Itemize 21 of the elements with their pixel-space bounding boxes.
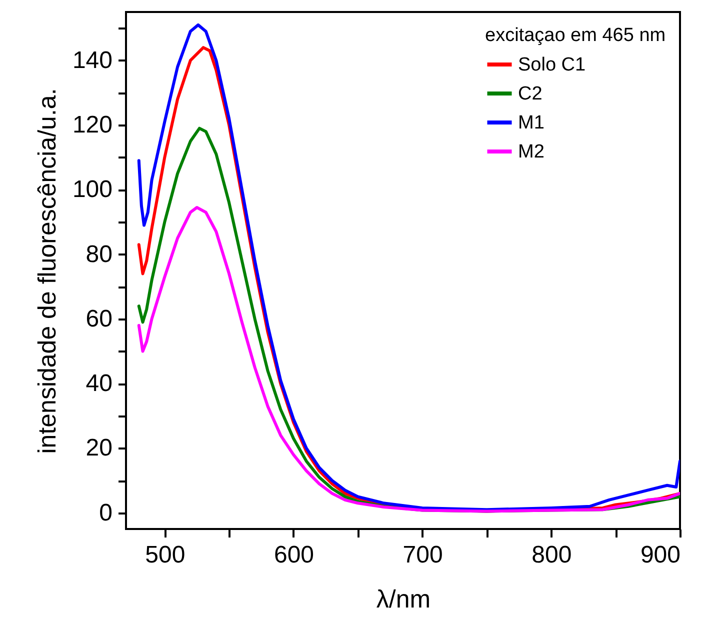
y-axis-title: intensidade de fluorescência/u.a.	[33, 88, 62, 454]
y-tick-label: 60	[86, 305, 112, 332]
x-tick-label: 500	[145, 542, 186, 568]
y-tick-label: 100	[72, 176, 112, 204]
x-axis-title: λ/nm	[376, 586, 431, 614]
y-tick-label: 140	[72, 46, 112, 74]
y-tick-label: 40	[86, 370, 112, 398]
x-tick-label: 700	[402, 542, 443, 568]
legend-label: C2	[518, 84, 542, 104]
y-tick-label: 120	[72, 112, 112, 139]
legend-label: Solo C1	[518, 54, 586, 76]
legend-label: M1	[518, 112, 544, 134]
y-tick-label: 0	[99, 499, 112, 526]
x-tick-label: 800	[532, 542, 572, 568]
x-tick-label: 600	[274, 542, 314, 568]
legend-title: excitaçao em 465 nm	[485, 25, 666, 46]
y-tick-label: 80	[86, 240, 112, 268]
x-tick-label: 900	[640, 542, 680, 568]
legend-label: M2	[518, 142, 544, 162]
line-series	[137, 206, 680, 513]
y-tick-label: 20	[86, 434, 112, 462]
